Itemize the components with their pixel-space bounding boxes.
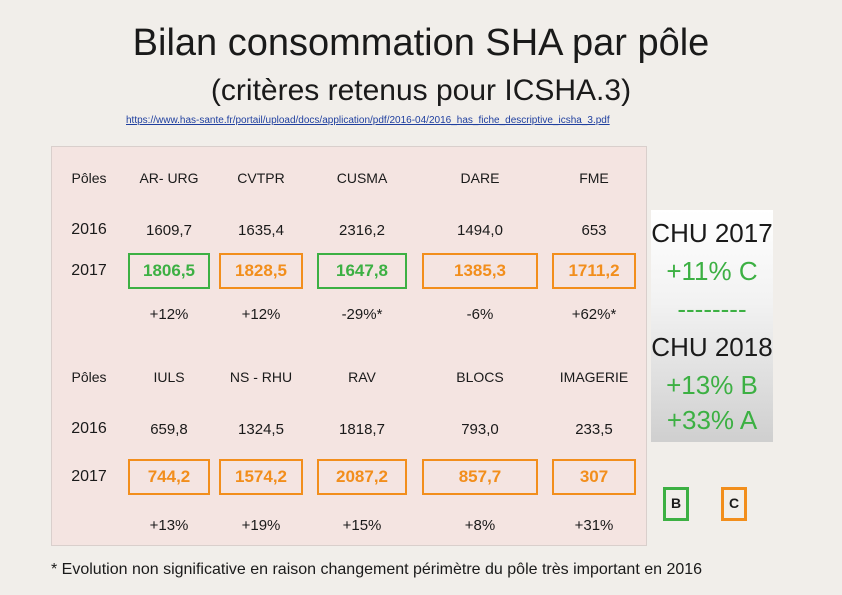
table1-2016-cvtpr: 1635,4 [238,221,284,239]
table2-col-iuls: IULS [153,369,185,385]
summary-2017-increase: +11% C [666,256,758,286]
table2-2017-rav: 2087,2 [317,459,407,495]
table2-col-blocs: BLOCS [456,369,504,385]
table1-2016-cusma: 2316,2 [339,221,385,239]
table2-2016-imagerie: 233,5 [575,420,613,438]
data-table-panel [51,146,647,546]
table1-2017-cvtpr: 1828,5 [219,253,303,289]
table1-2017-dare: 1385,3 [422,253,538,289]
table1-evo-cvtpr: +12% [241,305,281,323]
summary-2018-increase-b: +13% B [666,370,758,400]
table2-2016-rav: 1818,7 [339,420,385,438]
table1-evo-dare: -6% [466,305,494,323]
table1-col-ar-urg: AR- URG [139,170,199,186]
footnote: * Evolution non significative en raison … [51,561,703,578]
summary-divider: -------- [677,294,747,324]
table2-2017-ns-rhu: 1574,2 [219,459,303,495]
table1-2017-cusma: 1647,8 [317,253,407,289]
summary-2018-increase-a: +33% A [666,405,758,435]
table1-col-cvtpr: CVTPR [237,170,285,186]
table2-evo-ns-rhu: +19% [241,516,281,534]
table1-2016-dare: 1494,0 [457,221,503,239]
table2-2017-iuls: 744,2 [128,459,210,495]
table1-row-2016-label: 2016 [71,221,107,238]
table1-col-fme: FME [579,170,609,186]
table2-evo-imagerie: +31% [574,516,614,534]
table1-2017-fme: 1711,2 [552,253,636,289]
table1-2016-fme: 653 [581,221,607,239]
table2-evo-blocs: +8% [464,516,496,534]
table2-col-rav: RAV [348,369,376,385]
table1-col-cusma: CUSMA [336,170,388,186]
summary-chu-2017: CHU 2017 [651,218,773,248]
table2-col-ns-rhu: NS - RHU [229,369,293,385]
table2-2016-ns-rhu: 1324,5 [238,420,284,438]
summary-box [651,210,773,442]
table2-2016-iuls: 659,8 [150,420,188,438]
table1-2017-ar-urg: 1806,5 [128,253,210,289]
table1-header-label: Pôles [71,170,107,186]
table1-2016-ar-urg: 1609,7 [146,221,192,239]
table2-row-2016-label: 2016 [71,420,107,437]
table2-2017-imagerie: 307 [552,459,636,495]
source-link[interactable]: https://www.has-sante.fr/portail/upload/… [126,115,610,126]
table1-evo-fme: +62%* [571,305,617,323]
table1-row-2017-label: 2017 [71,262,107,279]
table1-col-dare: DARE [460,170,500,186]
table2-evo-rav: +15% [342,516,382,534]
summary-chu-2018: CHU 2018 [651,332,773,362]
page-title: Bilan consommation SHA par pôle [132,22,710,64]
page-subtitle: (critères retenus pour ICSHA.3) [210,74,632,107]
table2-2016-blocs: 793,0 [461,420,499,438]
table2-header-label: Pôles [71,369,107,385]
table2-col-imagerie: IMAGERIE [559,369,629,385]
legend-c-box: C [721,487,747,521]
legend-b-box: B [663,487,689,521]
table2-row-2017-label: 2017 [71,468,107,485]
table2-2017-blocs: 857,7 [422,459,538,495]
table1-evo-ar-urg: +12% [149,305,189,323]
table1-evo-cusma: -29%* [341,305,383,323]
table2-evo-iuls: +13% [149,516,189,534]
